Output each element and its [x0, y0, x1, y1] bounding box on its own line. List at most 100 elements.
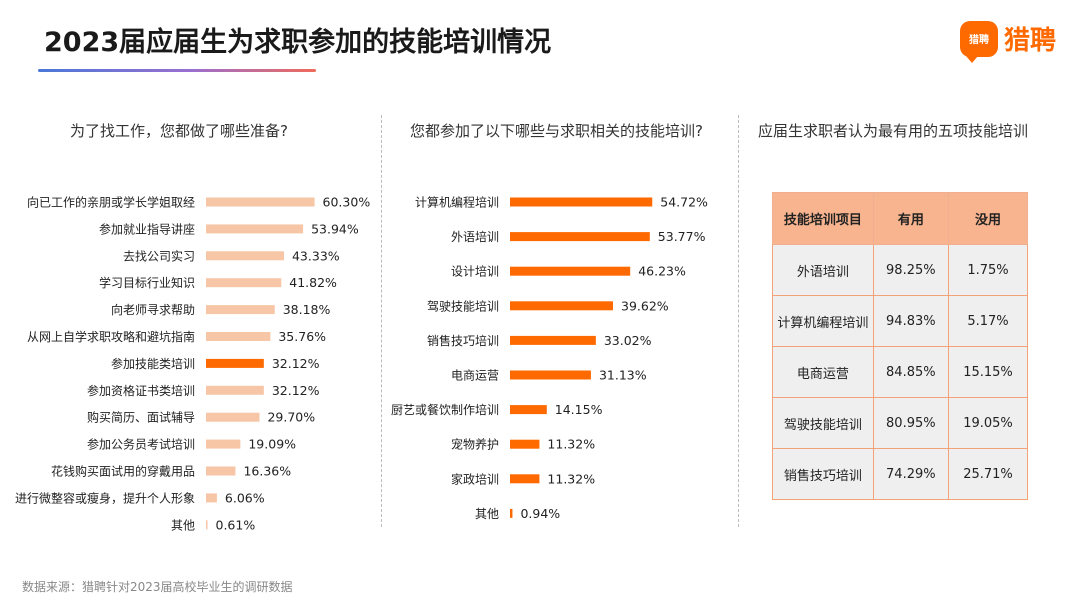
bar-category-label: 从网上自学求职攻略和避坑指南 [27, 329, 195, 344]
bar-value-label: 53.77% [658, 229, 706, 244]
bar-category-label: 电商运营 [451, 368, 499, 383]
bar [206, 251, 284, 261]
table-cell-skill: 驾驶技能培训 [772, 397, 874, 449]
table-cell-skill: 电商运营 [772, 346, 874, 398]
bar-category-label: 计算机编程培训 [415, 195, 499, 210]
bar-value-label: 11.32% [547, 437, 595, 452]
chart1-bar-chart: 向已工作的亲朋或学长学姐取经 60.30% 参加就业指导讲座 53.94% 去找公司实习… [15, 195, 371, 533]
bar [206, 224, 304, 234]
bar-value-label: 0.94% [520, 506, 560, 521]
data-source-note: 数据来源：猎聘针对2023届高校毕业生的调研数据 [22, 580, 293, 594]
panel-divider-right [738, 115, 739, 527]
bar-category-label: 进行微整容或瘦身，提升个人形象 [15, 490, 195, 505]
bar-value-label: 32.12% [272, 356, 320, 371]
page-title: 2023届应届生为求职参加的技能培训情况 [44, 27, 552, 58]
table-row: 计算机编程培训 94.83% 5.17% [772, 295, 1029, 347]
bar-value-label: 19.09% [248, 437, 296, 452]
chart1-title: 为了找工作，您都做了哪些准备? [70, 122, 288, 140]
table-cell-useless: 19.05% [947, 397, 1029, 449]
bar-category-label: 参加技能类培训 [111, 356, 195, 371]
table-row: 销售技巧培训 74.29% 25.71% [772, 448, 1029, 500]
table-cell-useless: 25.71% [947, 448, 1029, 500]
logo-icon: 猎聘 [959, 20, 998, 63]
bar-category-label: 家政培训 [451, 471, 499, 486]
table-title: 应届生求职者认为最有用的五项技能培训 [758, 122, 1029, 140]
bar [206, 466, 236, 476]
table-header-row: 技能培训项目 有用 没用 [772, 192, 1029, 245]
bar [510, 439, 540, 449]
table-cell-useful: 74.29% [872, 448, 949, 500]
panel-divider-left [381, 115, 382, 527]
bar-category-label: 其他 [475, 507, 499, 521]
bar [510, 301, 614, 311]
bar [206, 358, 264, 368]
bar-value-label: 39.62% [621, 298, 669, 313]
bar [206, 493, 217, 503]
table-cell-skill: 销售技巧培训 [772, 448, 874, 500]
bar-value-label: 11.32% [547, 471, 595, 486]
bar-value-label: 6.06% [225, 490, 265, 505]
bar-category-label: 销售技巧培训 [427, 333, 499, 348]
table-cell-useful: 94.83% [872, 295, 949, 347]
table-cell-useless: 5.17% [947, 295, 1029, 347]
bar [510, 335, 596, 345]
bar-value-label: 16.36% [243, 464, 291, 479]
bar-category-label: 向已工作的亲朋或学长学姐取经 [27, 195, 195, 210]
table-cell-useful: 84.85% [872, 346, 949, 398]
table-cell-useless: 1.75% [947, 244, 1029, 296]
bar [510, 232, 650, 242]
bar-value-label: 35.76% [278, 329, 326, 344]
bar-category-label: 向老师寻求帮助 [111, 302, 195, 317]
bar [206, 305, 275, 315]
bar-category-label: 外语培训 [451, 229, 499, 244]
bar [510, 197, 653, 207]
bar-category-label: 参加资格证书类培训 [87, 383, 195, 398]
bar [206, 439, 241, 449]
chart2-bar-chart: 计算机编程培训 54.72% 外语培训 53.77% 设计培训 46.23% 驾驶技能培训 3… [391, 195, 708, 521]
bar [510, 370, 591, 380]
bar-category-label: 学习目标行业知识 [99, 275, 195, 290]
bar [206, 385, 264, 395]
bar-value-label: 60.30% [323, 195, 371, 210]
table-row: 驾驶技能培训 80.95% 19.05% [772, 397, 1029, 449]
bar [206, 332, 271, 341]
bar-category-label: 参加公务员考试培训 [87, 437, 195, 452]
bar [206, 197, 315, 207]
chart2-title: 您都参加了以下哪些与求职相关的技能培训? [410, 122, 703, 140]
bar [510, 266, 631, 276]
bar-category-label: 其他 [171, 518, 195, 532]
bar [510, 474, 540, 484]
brand-logo: 猎聘 猎聘 [959, 20, 1056, 63]
bar [206, 412, 260, 422]
skills-usefulness-table: 技能培训项目 有用 没用 外语培训 98.25% 1.75% 计算机编程培训 9… [772, 192, 1029, 500]
table-row: 外语培训 98.25% 1.75% [772, 244, 1029, 296]
logo-wordmark: 猎聘 [1003, 26, 1056, 56]
bar-value-label: 31.13% [599, 368, 647, 383]
table-cell-skill: 计算机编程培训 [772, 295, 874, 347]
bar [510, 405, 547, 415]
bar-value-label: 41.82% [289, 275, 337, 290]
bar-value-label: 54.72% [660, 195, 708, 210]
column-header-useful: 有用 [872, 192, 949, 245]
bar-category-label: 厨艺或餐饮制作培训 [391, 402, 499, 417]
table-row: 电商运营 84.85% 15.15% [772, 346, 1029, 398]
table-cell-useless: 15.15% [947, 346, 1029, 398]
bar-value-label: 14.15% [555, 402, 603, 417]
bar [206, 520, 208, 530]
table-cell-useful: 80.95% [872, 397, 949, 449]
title-underline [38, 69, 316, 72]
bar-category-label: 去找公司实习 [123, 248, 195, 263]
bar [206, 278, 282, 288]
bar-category-label: 宠物养护 [451, 437, 499, 452]
table-cell-useful: 98.25% [872, 244, 949, 296]
bar-value-label: 43.33% [292, 248, 340, 263]
bar-category-label: 购买简历、面试辅导 [87, 410, 195, 425]
bar-category-label: 花钱购买面试用的穿戴用品 [51, 464, 195, 479]
bar-value-label: 33.02% [604, 333, 652, 348]
bar-value-label: 29.70% [267, 410, 315, 425]
column-header-useless: 没用 [947, 192, 1029, 245]
bar [510, 508, 513, 518]
bar-value-label: 32.12% [272, 383, 320, 398]
bar-value-label: 0.61% [216, 517, 256, 532]
bar-category-label: 设计培训 [451, 264, 499, 279]
